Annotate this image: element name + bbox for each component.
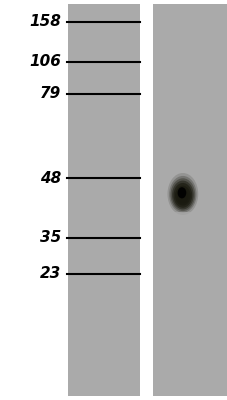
Text: 158: 158	[30, 14, 61, 30]
Bar	[140, 4, 152, 396]
Ellipse shape	[176, 188, 188, 204]
Ellipse shape	[173, 183, 191, 208]
Ellipse shape	[167, 173, 197, 215]
Bar	[68, 4, 140, 396]
Bar	[152, 4, 227, 396]
Ellipse shape	[177, 187, 185, 198]
Text: 79: 79	[40, 86, 61, 102]
Text: 48: 48	[40, 170, 61, 186]
Ellipse shape	[168, 176, 196, 213]
Ellipse shape	[170, 178, 194, 211]
Text: 106: 106	[30, 54, 61, 70]
Text: 35: 35	[40, 230, 61, 246]
Bar	[166, 212, 202, 222]
Ellipse shape	[174, 186, 190, 206]
Text: 23: 23	[40, 266, 61, 282]
Ellipse shape	[171, 181, 193, 210]
